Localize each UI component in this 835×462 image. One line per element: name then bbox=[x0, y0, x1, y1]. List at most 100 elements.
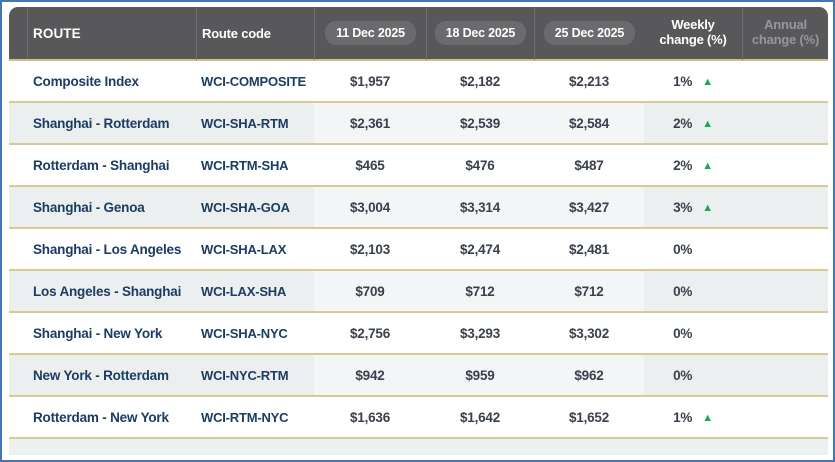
weekly-change: 0%▲ bbox=[644, 229, 742, 271]
route-code: WCI-COMPOSITE bbox=[196, 61, 314, 103]
weekly-change: 2% ▲ bbox=[644, 103, 742, 145]
route-code: WCI-SHA-LAX bbox=[196, 229, 314, 271]
table-row: New York - Rotterdam WCI-NYC-RTM $942 $9… bbox=[9, 355, 828, 397]
rate-value-week2: $2,474 bbox=[426, 229, 534, 271]
up-arrow-icon: ▲ bbox=[702, 159, 713, 172]
annual-change bbox=[742, 355, 828, 397]
header-row: ROUTE Route code 11 Dec 2025 18 Dec 2025… bbox=[9, 7, 828, 61]
rate-value-week2: $959 bbox=[426, 355, 534, 397]
date-pill-18-dec: 18 Dec 2025 bbox=[434, 21, 527, 45]
rate-value-week2: $3,293 bbox=[426, 313, 534, 355]
route-name: Rotterdam - New York bbox=[9, 397, 196, 439]
rate-value-week3: $712 bbox=[534, 271, 644, 313]
footer-strip bbox=[9, 439, 828, 455]
date-pill-11-dec: 11 Dec 2025 bbox=[325, 21, 416, 45]
weekly-change: 0%▲ bbox=[644, 313, 742, 355]
route-name: Shanghai - Genoa bbox=[9, 187, 196, 229]
rate-value-week1: $2,756 bbox=[314, 313, 426, 355]
rate-value-week1: $3,004 bbox=[314, 187, 426, 229]
weekly-change-value: 3% bbox=[673, 199, 693, 215]
weekly-change: 1% ▲ bbox=[644, 61, 742, 103]
weekly-change-value: 0% bbox=[673, 325, 693, 341]
route-code: WCI-NYC-RTM bbox=[196, 355, 314, 397]
route-name: Composite Index bbox=[9, 61, 196, 103]
column-header-date-2: 18 Dec 2025 bbox=[426, 7, 534, 61]
route-name: New York - Rotterdam bbox=[9, 355, 196, 397]
rate-value-week1: $465 bbox=[314, 145, 426, 187]
annual-change bbox=[742, 187, 828, 229]
annual-change bbox=[742, 397, 828, 439]
column-header-date-3: 25 Dec 2025 bbox=[534, 7, 644, 61]
up-arrow-icon: ▲ bbox=[702, 201, 713, 214]
route-name: Los Angeles - Shanghai bbox=[9, 271, 196, 313]
table-row: Shanghai - Genoa WCI-SHA-GOA $3,004 $3,3… bbox=[9, 187, 828, 229]
up-arrow-icon: ▲ bbox=[702, 411, 713, 424]
rate-value-week3: $3,427 bbox=[534, 187, 644, 229]
weekly-change-value: 1% bbox=[673, 73, 693, 89]
route-code: WCI-SHA-RTM bbox=[196, 103, 314, 145]
up-arrow-icon: ▲ bbox=[702, 75, 713, 88]
annual-change bbox=[742, 61, 828, 103]
rate-value-week3: $2,584 bbox=[534, 103, 644, 145]
freight-rates-table: ROUTE Route code 11 Dec 2025 18 Dec 2025… bbox=[9, 7, 828, 439]
rate-value-week2: $1,642 bbox=[426, 397, 534, 439]
column-header-date-1: 11 Dec 2025 bbox=[314, 7, 426, 61]
weekly-change-value: 2% bbox=[673, 157, 693, 173]
rate-value-week1: $942 bbox=[314, 355, 426, 397]
table-row: Rotterdam - New York WCI-RTM-NYC $1,636 … bbox=[9, 397, 828, 439]
column-header-annual-change: Annual change (%) bbox=[742, 7, 828, 61]
weekly-change-value: 0% bbox=[673, 283, 693, 299]
weekly-change-value: 0% bbox=[673, 367, 693, 383]
rate-value-week2: $2,539 bbox=[426, 103, 534, 145]
route-name: Rotterdam - Shanghai bbox=[9, 145, 196, 187]
weekly-change: 2% ▲ bbox=[644, 145, 742, 187]
route-name: Shanghai - Rotterdam bbox=[9, 103, 196, 145]
table-row: Composite Index WCI-COMPOSITE $1,957 $2,… bbox=[9, 61, 828, 103]
rate-value-week2: $712 bbox=[426, 271, 534, 313]
route-code: WCI-RTM-NYC bbox=[196, 397, 314, 439]
rate-value-week1: $1,636 bbox=[314, 397, 426, 439]
weekly-change: 1% ▲ bbox=[644, 397, 742, 439]
weekly-change-value: 1% bbox=[673, 409, 693, 425]
route-name: Shanghai - New York bbox=[9, 313, 196, 355]
up-arrow-icon: ▲ bbox=[702, 117, 713, 130]
route-code: WCI-LAX-SHA bbox=[196, 271, 314, 313]
column-header-route-code: Route code bbox=[196, 7, 314, 61]
rate-value-week3: $2,481 bbox=[534, 229, 644, 271]
rate-value-week3: $3,302 bbox=[534, 313, 644, 355]
column-header-route-code-label: Route code bbox=[202, 25, 271, 41]
rate-value-week1: $2,103 bbox=[314, 229, 426, 271]
column-header-route-label: ROUTE bbox=[33, 25, 81, 41]
table-row: Shanghai - Los Angeles WCI-SHA-LAX $2,10… bbox=[9, 229, 828, 271]
annual-change bbox=[742, 313, 828, 355]
table-row: Rotterdam - Shanghai WCI-RTM-SHA $465 $4… bbox=[9, 145, 828, 187]
rate-value-week2: $476 bbox=[426, 145, 534, 187]
rate-value-week2: $3,314 bbox=[426, 187, 534, 229]
annual-change bbox=[742, 271, 828, 313]
route-code: WCI-SHA-GOA bbox=[196, 187, 314, 229]
column-header-route: ROUTE bbox=[9, 7, 196, 61]
annual-change bbox=[742, 103, 828, 145]
annual-change bbox=[742, 145, 828, 187]
annual-change bbox=[742, 229, 828, 271]
rate-value-week1: $1,957 bbox=[314, 61, 426, 103]
rate-value-week3: $1,652 bbox=[534, 397, 644, 439]
date-pill-25-dec: 25 Dec 2025 bbox=[543, 21, 636, 45]
route-name: Shanghai - Los Angeles bbox=[9, 229, 196, 271]
table-row: Shanghai - Rotterdam WCI-SHA-RTM $2,361 … bbox=[9, 103, 828, 145]
route-code: WCI-SHA-NYC bbox=[196, 313, 314, 355]
rate-value-week2: $2,182 bbox=[426, 61, 534, 103]
table-row: Shanghai - New York WCI-SHA-NYC $2,756 $… bbox=[9, 313, 828, 355]
rate-value-week1: $709 bbox=[314, 271, 426, 313]
rate-value-week3: $2,213 bbox=[534, 61, 644, 103]
weekly-change: 0%▲ bbox=[644, 355, 742, 397]
column-header-weekly-change: Weekly change (%) bbox=[644, 7, 742, 61]
weekly-change-value: 0% bbox=[673, 241, 693, 257]
route-code: WCI-RTM-SHA bbox=[196, 145, 314, 187]
table-row: Los Angeles - Shanghai WCI-LAX-SHA $709 … bbox=[9, 271, 828, 313]
rate-value-week3: $487 bbox=[534, 145, 644, 187]
weekly-change-value: 2% bbox=[673, 115, 693, 131]
rate-value-week1: $2,361 bbox=[314, 103, 426, 145]
weekly-change: 3% ▲ bbox=[644, 187, 742, 229]
